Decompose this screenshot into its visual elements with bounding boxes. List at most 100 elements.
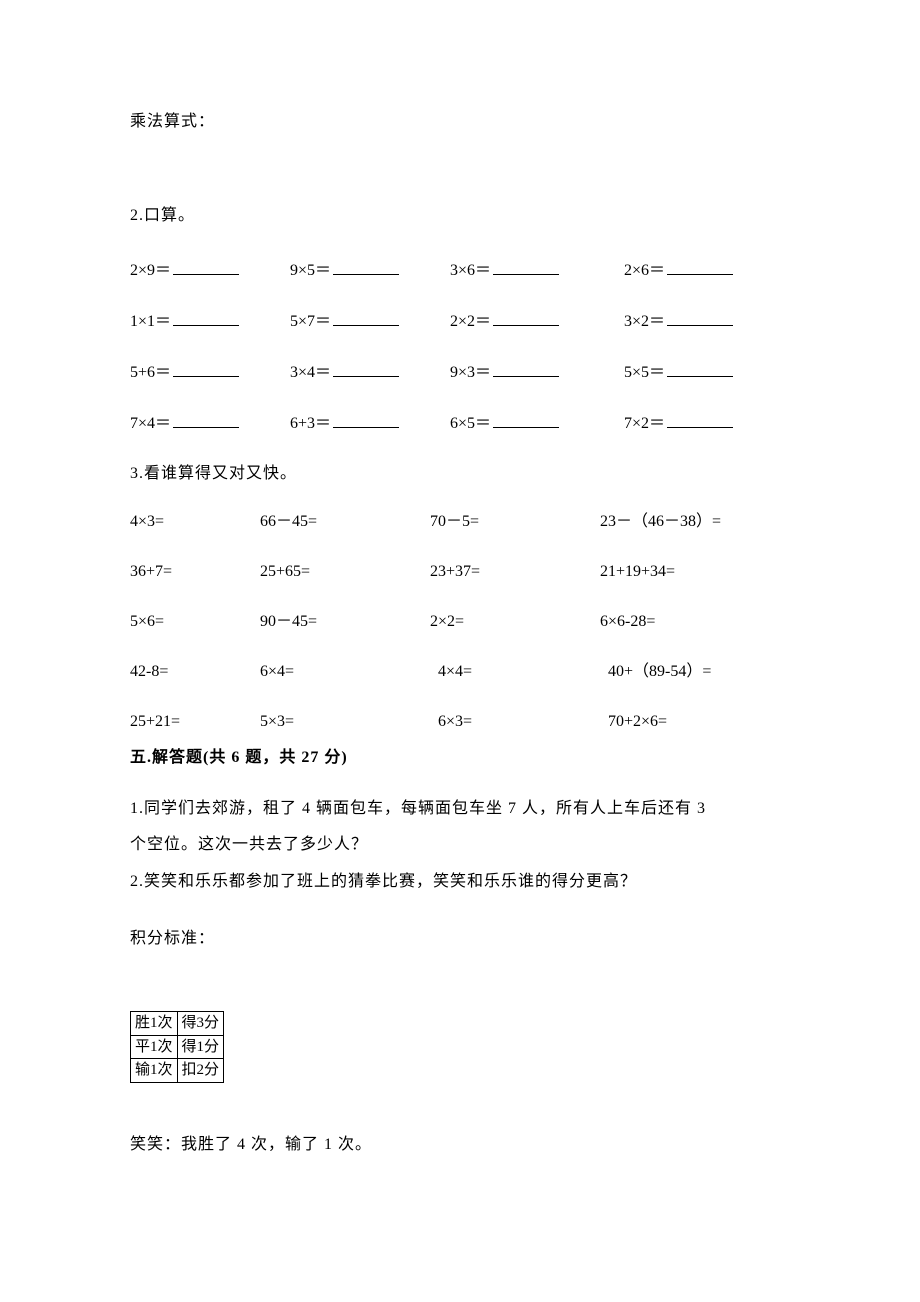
answer-blank[interactable] bbox=[667, 411, 733, 428]
calc-item: 23+37= bbox=[430, 560, 600, 584]
q2-row: 1×1＝ 5×7＝ 2×2＝ 3×2＝ bbox=[130, 309, 790, 334]
calc-expr: 2×6＝ bbox=[624, 262, 665, 279]
answer-blank[interactable] bbox=[333, 258, 399, 275]
problem-1-line-b: 个空位。这次一共去了多少人？ bbox=[130, 830, 790, 860]
q2-title: 2.口算。 bbox=[130, 204, 790, 228]
calc-item: 5×7＝ bbox=[290, 309, 450, 334]
answer-blank[interactable] bbox=[333, 360, 399, 377]
answer-blank[interactable] bbox=[173, 411, 239, 428]
table-cell: 胜1次 bbox=[131, 1012, 178, 1036]
calc-expr: 5+6＝ bbox=[130, 364, 171, 381]
calc-item: 2×6＝ bbox=[624, 258, 790, 283]
table-cell: 得3分 bbox=[177, 1012, 224, 1036]
calc-expr: 2×9＝ bbox=[130, 262, 171, 279]
answer-blank[interactable] bbox=[667, 258, 733, 275]
answer-blank[interactable] bbox=[667, 309, 733, 326]
calc-expr: 7×2＝ bbox=[624, 415, 665, 432]
calc-expr: 6×5＝ bbox=[450, 415, 491, 432]
calc-item: 5×5＝ bbox=[624, 360, 790, 385]
table-row: 胜1次 得3分 bbox=[131, 1012, 224, 1036]
calc-item: 3×2＝ bbox=[624, 309, 790, 334]
calc-item: 42-8= bbox=[130, 660, 260, 684]
score-standard-label: 积分标准： bbox=[130, 927, 790, 951]
problem-2: 2.笑笑和乐乐都参加了班上的猜拳比赛，笑笑和乐乐谁的得分更高？ bbox=[130, 867, 790, 897]
spacer bbox=[130, 164, 790, 204]
calc-expr: 7×4＝ bbox=[130, 415, 171, 432]
calc-item: 6×3= bbox=[430, 710, 600, 734]
table-cell: 扣2分 bbox=[177, 1059, 224, 1083]
calc-item: 66－45= bbox=[260, 510, 430, 534]
calc-item: 6×4= bbox=[260, 660, 430, 684]
calc-item: 9×3＝ bbox=[450, 360, 624, 385]
calc-expr: 2×2＝ bbox=[450, 313, 491, 330]
table-row: 输1次 扣2分 bbox=[131, 1059, 224, 1083]
score-table: 胜1次 得3分 平1次 得1分 输1次 扣2分 bbox=[130, 1011, 224, 1083]
calc-item: 7×2＝ bbox=[624, 411, 790, 436]
calc-item: 70－5= bbox=[430, 510, 600, 534]
calc-item: 9×5＝ bbox=[290, 258, 450, 283]
answer-blank[interactable] bbox=[333, 309, 399, 326]
problem-1-line-a: 1.同学们去郊游，租了 4 辆面包车，每辆面包车坐 7 人，所有人上车后还有 3 bbox=[130, 794, 790, 824]
calc-item: 6×5＝ bbox=[450, 411, 624, 436]
answer-blank[interactable] bbox=[173, 309, 239, 326]
calc-item: 36+7= bbox=[130, 560, 260, 584]
calc-expr: 3×6＝ bbox=[450, 262, 491, 279]
calc-item: 5×6= bbox=[130, 610, 260, 634]
q3-row: 25+21= 5×3= 6×3= 70+2×6= bbox=[130, 710, 790, 734]
q2-row: 2×9＝ 9×5＝ 3×6＝ 2×6＝ bbox=[130, 258, 790, 283]
calc-expr: 6+3＝ bbox=[290, 415, 331, 432]
q3-row: 5×6= 90－45= 2×2= 6×6-28= bbox=[130, 610, 790, 634]
calc-item: 1×1＝ bbox=[130, 309, 290, 334]
multiplication-expression-label: 乘法算式： bbox=[130, 110, 790, 134]
calc-item: 40+（89-54）= bbox=[600, 660, 790, 684]
answer-blank[interactable] bbox=[493, 411, 559, 428]
table-cell: 得1分 bbox=[177, 1035, 224, 1059]
calc-item: 5+6＝ bbox=[130, 360, 290, 385]
calc-expr: 5×7＝ bbox=[290, 313, 331, 330]
answer-blank[interactable] bbox=[493, 309, 559, 326]
answer-blank[interactable] bbox=[173, 258, 239, 275]
calc-expr: 3×2＝ bbox=[624, 313, 665, 330]
calc-expr: 9×5＝ bbox=[290, 262, 331, 279]
calc-item: 2×2= bbox=[430, 610, 600, 634]
calc-item: 6×6-28= bbox=[600, 610, 790, 634]
answer-blank[interactable] bbox=[333, 411, 399, 428]
calc-item: 23－（46－38）= bbox=[600, 510, 790, 534]
calc-item: 2×9＝ bbox=[130, 258, 290, 283]
answer-blank[interactable] bbox=[493, 258, 559, 275]
table-cell: 输1次 bbox=[131, 1059, 178, 1083]
q3-grid: 4×3= 66－45= 70－5= 23－（46－38）= 36+7= 25+6… bbox=[130, 510, 790, 734]
calc-item: 6+3＝ bbox=[290, 411, 450, 436]
calc-item: 4×4= bbox=[430, 660, 600, 684]
calc-item: 25+21= bbox=[130, 710, 260, 734]
calc-expr: 9×3＝ bbox=[450, 364, 491, 381]
q3-row: 4×3= 66－45= 70－5= 23－（46－38）= bbox=[130, 510, 790, 534]
calc-expr: 5×5＝ bbox=[624, 364, 665, 381]
calc-item: 21+19+34= bbox=[600, 560, 790, 584]
calc-item: 7×4＝ bbox=[130, 411, 290, 436]
q2-grid: 2×9＝ 9×5＝ 3×6＝ 2×6＝ 1×1＝ 5×7＝ 2×2＝ 3×2＝ … bbox=[130, 258, 790, 436]
calc-item: 4×3= bbox=[130, 510, 260, 534]
section5-title: 五.解答题(共 6 题，共 27 分) bbox=[130, 746, 790, 770]
document-page: 乘法算式： 2.口算。 2×9＝ 9×5＝ 3×6＝ 2×6＝ 1×1＝ 5×7… bbox=[0, 0, 920, 1247]
q3-row: 42-8= 6×4= 4×4= 40+（89-54）= bbox=[130, 660, 790, 684]
answer-blank[interactable] bbox=[493, 360, 559, 377]
answer-blank[interactable] bbox=[667, 360, 733, 377]
calc-expr: 3×4＝ bbox=[290, 364, 331, 381]
calc-item: 70+2×6= bbox=[600, 710, 790, 734]
calc-item: 90－45= bbox=[260, 610, 430, 634]
spacer bbox=[130, 1083, 790, 1133]
calc-expr: 1×1＝ bbox=[130, 313, 171, 330]
xiaoxiao-statement: 笑笑：我胜了 4 次，输了 1 次。 bbox=[130, 1133, 790, 1157]
q2-row: 7×4＝ 6+3＝ 6×5＝ 7×2＝ bbox=[130, 411, 790, 436]
calc-item: 3×4＝ bbox=[290, 360, 450, 385]
table-cell: 平1次 bbox=[131, 1035, 178, 1059]
calc-item: 25+65= bbox=[260, 560, 430, 584]
q3-title: 3.看谁算得又对又快。 bbox=[130, 462, 790, 486]
calc-item: 5×3= bbox=[260, 710, 430, 734]
calc-item: 3×6＝ bbox=[450, 258, 624, 283]
answer-blank[interactable] bbox=[173, 360, 239, 377]
q3-row: 36+7= 25+65= 23+37= 21+19+34= bbox=[130, 560, 790, 584]
table-row: 平1次 得1分 bbox=[131, 1035, 224, 1059]
calc-item: 2×2＝ bbox=[450, 309, 624, 334]
